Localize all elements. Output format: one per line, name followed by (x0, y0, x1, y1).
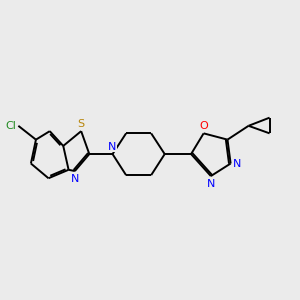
Text: N: N (233, 158, 242, 169)
Text: N: N (207, 178, 215, 189)
Text: S: S (78, 118, 85, 129)
Text: O: O (199, 121, 208, 131)
Text: Cl: Cl (5, 121, 16, 131)
Text: N: N (71, 174, 79, 184)
Text: N: N (108, 142, 117, 152)
